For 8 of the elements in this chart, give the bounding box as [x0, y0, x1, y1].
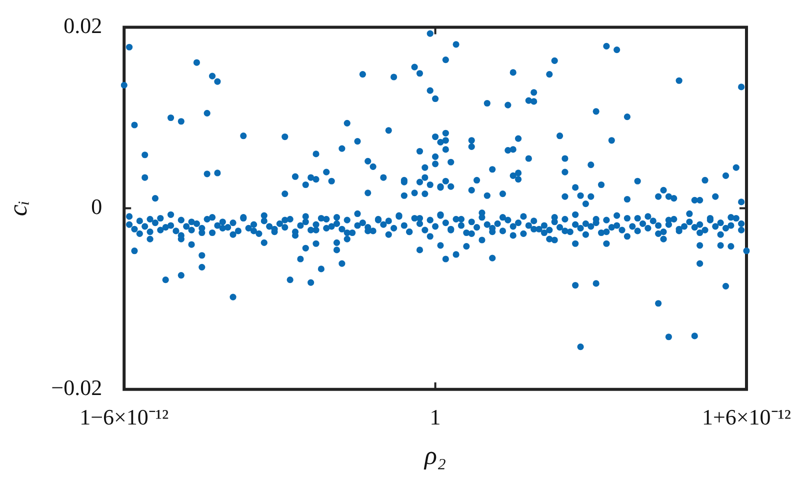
- x-tick-label: 1: [430, 404, 441, 430]
- y-axis-title: cᵢ: [3, 200, 32, 216]
- x-axis-title: ρ₂: [424, 441, 446, 470]
- x-tick-label: 1+6×10⁻¹²: [702, 404, 792, 430]
- y-tick-label: −0.02: [51, 375, 102, 400]
- y-tick-label: 0: [91, 194, 102, 220]
- y-tick-label: 0.02: [64, 12, 102, 38]
- x-tick-label: 1−6×10⁻¹²: [80, 404, 170, 430]
